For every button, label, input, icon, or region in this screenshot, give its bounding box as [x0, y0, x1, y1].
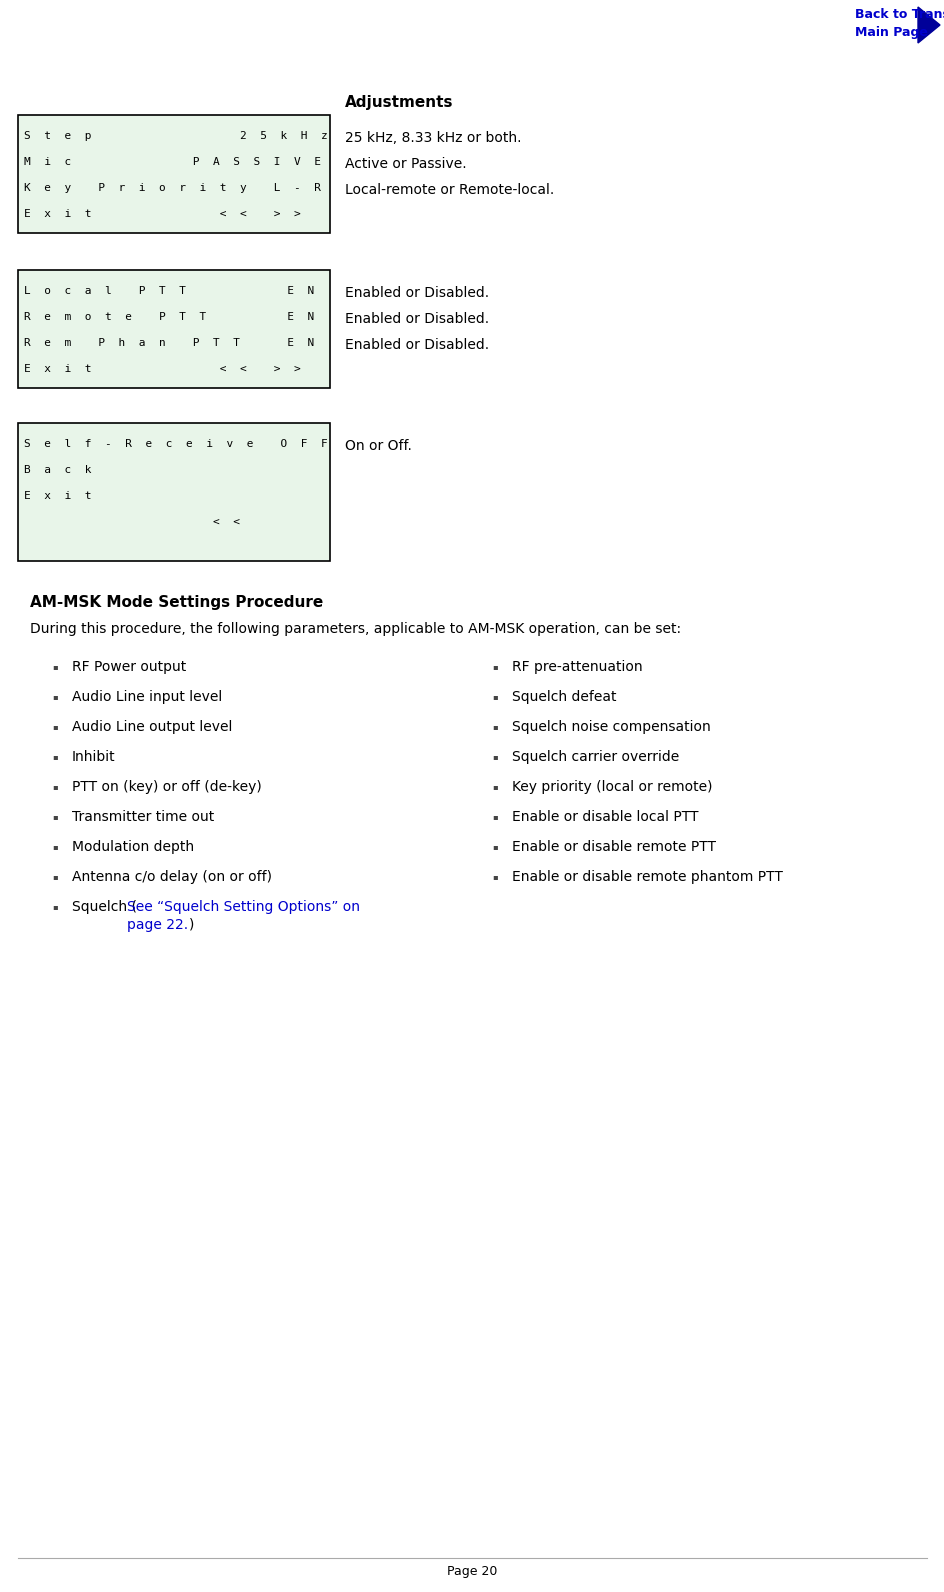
- Text: ▪: ▪: [492, 872, 497, 880]
- Polygon shape: [917, 6, 939, 43]
- Text: ▪: ▪: [492, 693, 497, 700]
- Text: ▪: ▪: [492, 812, 497, 821]
- Text: ▪: ▪: [52, 812, 58, 821]
- Text: ▪: ▪: [52, 723, 58, 731]
- Text: B  a  c  k: B a c k: [24, 465, 92, 474]
- Text: ▪: ▪: [492, 723, 497, 731]
- Text: Enabled or Disabled.: Enabled or Disabled.: [345, 338, 489, 352]
- Text: Audio Line input level: Audio Line input level: [72, 689, 222, 704]
- Text: Enable or disable local PTT: Enable or disable local PTT: [512, 810, 698, 825]
- Text: Key priority (local or remote): Key priority (local or remote): [512, 780, 712, 794]
- Text: Page 20: Page 20: [447, 1565, 497, 1578]
- Text: Adjustments: Adjustments: [345, 96, 453, 110]
- Text: ▪: ▪: [492, 751, 497, 761]
- Text: R  e  m    P  h  a  n    P  T  T       E  N: R e m P h a n P T T E N: [24, 338, 314, 349]
- Text: E  x  i  t                   <  <    >  >: E x i t < < > >: [24, 209, 300, 220]
- Bar: [18, 271, 329, 388]
- Text: 25 kHz, 8.33 kHz or both.: 25 kHz, 8.33 kHz or both.: [345, 131, 521, 145]
- Text: Squelch (: Squelch (: [72, 899, 137, 914]
- Text: R  e  m  o  t  e    P  T  T            E  N: R e m o t e P T T E N: [24, 312, 314, 322]
- Text: Active or Passive.: Active or Passive.: [345, 158, 466, 170]
- Text: Audio Line output level: Audio Line output level: [72, 720, 232, 734]
- Text: Enable or disable remote phantom PTT: Enable or disable remote phantom PTT: [512, 869, 782, 884]
- Text: Back to Transceiver: Back to Transceiver: [854, 8, 944, 21]
- Text: Local-remote or Remote-local.: Local-remote or Remote-local.: [345, 183, 554, 197]
- Text: S  e  l  f  -  R  e  c  e  i  v  e    O  F  F: S e l f - R e c e i v e O F F: [24, 439, 328, 449]
- Text: Enabled or Disabled.: Enabled or Disabled.: [345, 312, 489, 326]
- Bar: [18, 423, 329, 560]
- Text: AM-MSK Mode Settings Procedure: AM-MSK Mode Settings Procedure: [30, 595, 323, 610]
- Text: ▪: ▪: [52, 751, 58, 761]
- Text: E  x  i  t                   <  <    >  >: E x i t < < > >: [24, 365, 300, 374]
- Bar: [18, 115, 329, 232]
- Text: page 22.: page 22.: [126, 919, 188, 931]
- Text: Squelch carrier override: Squelch carrier override: [512, 750, 679, 764]
- Text: Enable or disable remote PTT: Enable or disable remote PTT: [512, 841, 716, 853]
- Text: ▪: ▪: [52, 903, 58, 911]
- Text: <  <: < <: [24, 517, 240, 527]
- Text: PTT on (key) or off (de-key): PTT on (key) or off (de-key): [72, 780, 261, 794]
- Text: During this procedure, the following parameters, applicable to AM-MSK operation,: During this procedure, the following par…: [30, 622, 681, 635]
- Text: ▪: ▪: [52, 782, 58, 791]
- Text: Main Page: Main Page: [854, 25, 927, 38]
- Text: On or Off.: On or Off.: [345, 439, 412, 454]
- Text: Modulation depth: Modulation depth: [72, 841, 194, 853]
- Text: ▪: ▪: [492, 662, 497, 670]
- Text: RF Power output: RF Power output: [72, 661, 186, 673]
- Text: RF pre-attenuation: RF pre-attenuation: [512, 661, 642, 673]
- Text: Inhibit: Inhibit: [72, 750, 115, 764]
- Text: M  i  c                  P  A  S  S  I  V  E: M i c P A S S I V E: [24, 158, 321, 167]
- Text: E  x  i  t: E x i t: [24, 490, 92, 501]
- Text: ): ): [189, 919, 194, 931]
- Text: Antenna c/o delay (on or off): Antenna c/o delay (on or off): [72, 869, 272, 884]
- Text: ▪: ▪: [52, 662, 58, 670]
- Text: See “Squelch Setting Options” on: See “Squelch Setting Options” on: [126, 899, 360, 914]
- Text: ▪: ▪: [52, 872, 58, 880]
- Text: ▪: ▪: [52, 842, 58, 852]
- Text: ▪: ▪: [492, 842, 497, 852]
- Text: Squelch defeat: Squelch defeat: [512, 689, 615, 704]
- Text: ▪: ▪: [52, 693, 58, 700]
- Text: S  t  e  p                      2  5  k  H  z: S t e p 2 5 k H z: [24, 131, 328, 142]
- Text: K  e  y    P  r  i  o  r  i  t  y    L  -  R: K e y P r i o r i t y L - R: [24, 183, 321, 193]
- Text: Enabled or Disabled.: Enabled or Disabled.: [345, 287, 489, 299]
- Text: Squelch noise compensation: Squelch noise compensation: [512, 720, 710, 734]
- Text: Transmitter time out: Transmitter time out: [72, 810, 214, 825]
- Text: ▪: ▪: [492, 782, 497, 791]
- Text: L  o  c  a  l    P  T  T               E  N: L o c a l P T T E N: [24, 287, 314, 296]
